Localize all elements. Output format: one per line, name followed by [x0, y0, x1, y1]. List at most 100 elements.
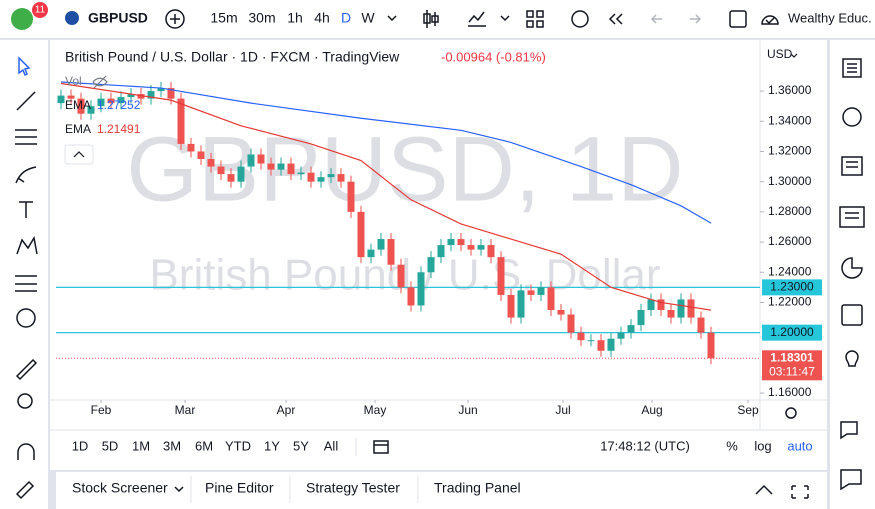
range-button[interactable]: 1D [72, 438, 89, 453]
expand-panel[interactable] [755, 484, 773, 495]
y-tick-label: 1.30000 [768, 174, 812, 188]
eraser-tool[interactable] [15, 480, 35, 500]
news[interactable] [841, 156, 863, 176]
candle-body [87, 106, 95, 114]
symbol[interactable]: GBPUSD [88, 10, 148, 26]
candle-body [527, 290, 535, 295]
maximize-panel[interactable] [791, 485, 809, 499]
undo[interactable] [650, 14, 662, 24]
watchlist[interactable] [842, 58, 862, 78]
zoom-tool[interactable] [17, 393, 33, 409]
candle-body [437, 245, 445, 258]
y-tick-label: 1.32000 [768, 144, 812, 158]
text-tool[interactable] [19, 201, 33, 218]
calendar-data[interactable] [841, 257, 863, 279]
fullscreen[interactable] [729, 10, 747, 28]
x-tick-label: May [364, 403, 387, 417]
range-button[interactable]: 6M [195, 438, 213, 453]
alert[interactable] [571, 10, 589, 28]
candle-body [667, 310, 675, 318]
candle-body [417, 272, 425, 306]
calendar[interactable] [841, 304, 863, 326]
range-button[interactable]: 1Y [264, 438, 280, 453]
ideas[interactable] [845, 350, 859, 367]
candle-body [67, 95, 75, 99]
level-price-box [762, 279, 822, 296]
candle-body [217, 166, 225, 175]
panel-tab[interactable]: Trading Panel [434, 480, 521, 496]
level-price-box [762, 324, 822, 341]
range-button[interactable]: 5Y [293, 438, 309, 453]
chart-type[interactable] [423, 10, 439, 28]
chevron-up [73, 151, 85, 158]
interval[interactable]: 1h [287, 10, 303, 26]
candle-body [707, 332, 715, 359]
clock[interactable]: 17:48:12 (UTC) [600, 438, 690, 453]
range-button[interactable]: 3M [163, 438, 181, 453]
candle-body [557, 310, 565, 315]
level-price-label: 1.23000 [770, 280, 814, 294]
candle-body [587, 340, 595, 342]
y-tick-label: 1.16000 [768, 385, 812, 399]
panel-tab[interactable]: Pine Editor [205, 480, 274, 496]
flag-icon [65, 11, 79, 25]
range-button[interactable]: 5D [102, 438, 119, 453]
trend-line-tool[interactable] [16, 91, 36, 111]
chevron [790, 53, 798, 58]
chats[interactable] [840, 421, 858, 440]
scale-option[interactable]: log [754, 438, 771, 453]
date-range-icon[interactable] [373, 440, 389, 454]
watermark: GBPUSD, 1D [126, 118, 683, 220]
scale-option[interactable]: % [726, 438, 738, 453]
indicators[interactable] [468, 11, 486, 27]
candle-body [287, 163, 295, 175]
fib-tool[interactable] [15, 129, 37, 145]
interval[interactable]: D [341, 10, 351, 26]
candle-body [357, 211, 365, 258]
magnet-tool[interactable] [17, 443, 35, 460]
candle-body [207, 159, 215, 167]
settings[interactable] [785, 407, 797, 419]
messages[interactable] [840, 469, 862, 491]
range-button[interactable]: 1M [132, 438, 150, 453]
layouts[interactable] [526, 10, 544, 28]
icons-tool[interactable] [16, 308, 36, 328]
collapse-legend[interactable] [64, 144, 94, 165]
range-button[interactable]: All [324, 438, 339, 453]
interval[interactable]: 4h [314, 10, 330, 26]
candle-body [607, 338, 615, 351]
logo[interactable] [11, 8, 33, 30]
candle-body [297, 172, 305, 175]
interval[interactable]: W [361, 10, 375, 26]
interval[interactable]: 30m [248, 10, 275, 26]
plus [170, 14, 180, 24]
hidden-icon[interactable] [92, 75, 108, 89]
scale-option[interactable]: auto [787, 438, 812, 453]
panel-tab[interactable]: Stock Screener [72, 480, 168, 496]
redo[interactable] [690, 14, 702, 24]
alerts[interactable] [842, 107, 862, 127]
chevron[interactable] [387, 15, 397, 22]
interval[interactable]: 15m [210, 10, 237, 26]
cursor-tool[interactable] [18, 56, 31, 77]
account[interactable]: Wealthy Educ. [788, 10, 872, 25]
price-change: -0.00964 (-0.81%) [441, 49, 546, 64]
brush-tool[interactable] [15, 166, 37, 184]
candle-body [277, 163, 285, 170]
candle-body [457, 239, 465, 246]
replay[interactable] [608, 13, 623, 25]
prediction-tool[interactable] [15, 275, 37, 292]
candle-body [137, 94, 145, 99]
range-button[interactable]: YTD [225, 438, 251, 453]
chevron[interactable] [174, 486, 184, 493]
add-symbol[interactable] [165, 9, 185, 29]
currency[interactable]: USD [767, 47, 793, 61]
ruler-tool[interactable] [15, 358, 38, 381]
chevron[interactable] [500, 15, 510, 22]
hotlist[interactable] [839, 206, 865, 228]
candle-body [407, 287, 415, 306]
pattern-tool[interactable] [16, 235, 38, 255]
candle-body [487, 245, 495, 258]
candle-body [257, 154, 265, 164]
panel-tab[interactable]: Strategy Tester [306, 480, 400, 496]
